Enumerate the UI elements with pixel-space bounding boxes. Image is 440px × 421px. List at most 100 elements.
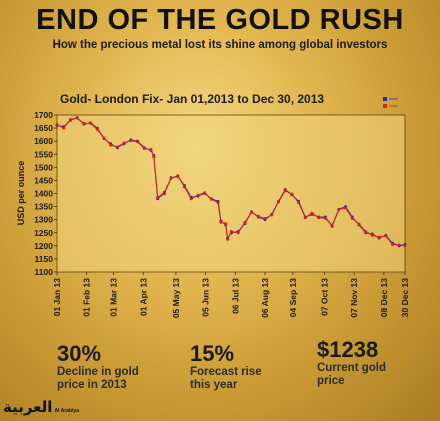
- data-point: [62, 126, 66, 130]
- data-point: [357, 222, 361, 226]
- data-point: [297, 201, 301, 205]
- data-point: [344, 206, 348, 210]
- data-point: [263, 216, 267, 220]
- data-point: [149, 148, 153, 152]
- chart-title: Gold- London Fix- Jan 01,2013 to Dec 30,…: [60, 92, 325, 106]
- headline: END OF THE GOLD RUSH: [36, 4, 404, 36]
- data-point: [162, 190, 166, 194]
- data-point: [176, 174, 180, 178]
- data-point: [290, 192, 294, 196]
- data-point: [323, 216, 327, 220]
- x-tick-label: 07 Oct 13: [319, 278, 329, 316]
- stat-forecast: 15% Forecast rise this year: [190, 342, 262, 392]
- y-tick-label: 1400: [34, 189, 53, 199]
- gold-price-chart: 1700 1650 1600 1550 1500 1450 1400 1350 1300 1250…: [16, 97, 410, 318]
- series-layer: [55, 116, 407, 248]
- y-tick-label: 1250: [34, 228, 53, 238]
- data-point: [82, 121, 86, 125]
- stat-value: $1238: [317, 337, 379, 362]
- data-point: [196, 193, 200, 197]
- data-point: [283, 189, 287, 193]
- data-point: [75, 116, 79, 120]
- stat-label: price in 2013: [57, 379, 127, 391]
- data-point: [330, 223, 334, 227]
- data-point: [397, 243, 401, 247]
- x-tick-label: 05 May 13: [171, 278, 181, 318]
- subheadline: How the precious metal lost its shine am…: [52, 39, 388, 51]
- stat-decline: 30% Decline in gold price in 2013: [57, 342, 139, 392]
- data-point: [68, 117, 72, 121]
- data-point: [337, 208, 341, 212]
- data-point: [89, 121, 93, 125]
- series-2: [55, 116, 407, 248]
- y-tick-label: 1650: [34, 123, 53, 133]
- y-tick-label: 1200: [34, 241, 53, 251]
- y-tick-label: 1300: [34, 215, 53, 225]
- data-point: [95, 127, 99, 131]
- data-point: [270, 213, 274, 217]
- stat-value: 30%: [57, 341, 102, 366]
- data-point: [122, 141, 126, 145]
- x-tick-label: 07 Nov 13: [349, 278, 359, 318]
- x-axis: 01 Jan 13 01 Feb 13 01 Mar 13 01 Apr 13 05 M…: [52, 272, 410, 318]
- data-point: [310, 211, 314, 215]
- x-tick-label: 04 Sep 13: [288, 278, 298, 317]
- data-point: [243, 220, 247, 224]
- data-point: [115, 145, 119, 149]
- x-tick-label: 01 Apr 13: [138, 278, 148, 316]
- data-point: [226, 237, 230, 241]
- y-tick-label: 1100: [35, 267, 54, 277]
- data-point: [276, 200, 280, 204]
- data-point: [189, 197, 193, 201]
- data-point: [136, 140, 140, 144]
- data-point: [370, 233, 374, 237]
- data-point: [364, 229, 368, 233]
- y-tick-label: 1450: [34, 175, 53, 185]
- data-point: [156, 195, 160, 199]
- data-point: [142, 146, 146, 150]
- data-point: [229, 229, 233, 233]
- data-point: [303, 216, 307, 220]
- x-tick-label: 01 Feb 13: [82, 278, 92, 317]
- data-point: [203, 191, 207, 195]
- x-tick-label: 01 Jan 13: [52, 278, 62, 317]
- y-tick-label: 1150: [35, 254, 54, 264]
- data-point: [236, 231, 240, 235]
- data-point: [250, 210, 254, 214]
- stat-current-price: $1238 Current gold price: [317, 338, 386, 388]
- data-point: [403, 244, 407, 248]
- stat-value: 15%: [190, 341, 235, 366]
- y-axis-label: USD per ounce: [16, 161, 26, 226]
- x-tick-label: 06 Jul 13: [230, 278, 240, 314]
- data-point: [183, 185, 187, 189]
- data-point: [102, 136, 106, 140]
- stat-label: Current gold: [317, 362, 386, 374]
- data-point: [391, 243, 395, 247]
- y-tick-label: 1600: [34, 136, 53, 146]
- y-tick-label: 1550: [34, 149, 53, 159]
- stat-label: Decline in gold: [57, 366, 139, 378]
- data-point: [256, 214, 260, 218]
- y-tick-label: 1500: [34, 162, 53, 172]
- data-point: [377, 235, 381, 239]
- data-point: [152, 155, 156, 159]
- plot-area: [56, 114, 406, 273]
- y-tick-label: 1700: [34, 110, 53, 120]
- y-tick-label: 1350: [34, 202, 53, 212]
- logo-arabic: العربية: [3, 398, 53, 416]
- x-tick-label: 01 Mar 13: [109, 278, 119, 317]
- data-point: [55, 123, 59, 127]
- legend: [383, 97, 398, 108]
- data-point: [384, 234, 388, 238]
- data-point: [219, 220, 223, 224]
- data-point: [224, 222, 228, 226]
- stat-label: Forecast rise: [190, 366, 262, 378]
- data-point: [350, 216, 354, 220]
- stat-label: this year: [190, 379, 238, 391]
- x-tick-label: 08 Dec 13: [379, 278, 389, 317]
- data-point: [209, 197, 213, 201]
- x-tick-label: 05 Jun 13: [201, 278, 211, 317]
- logo-english: Al Arabiya: [54, 408, 79, 414]
- data-point: [129, 139, 133, 143]
